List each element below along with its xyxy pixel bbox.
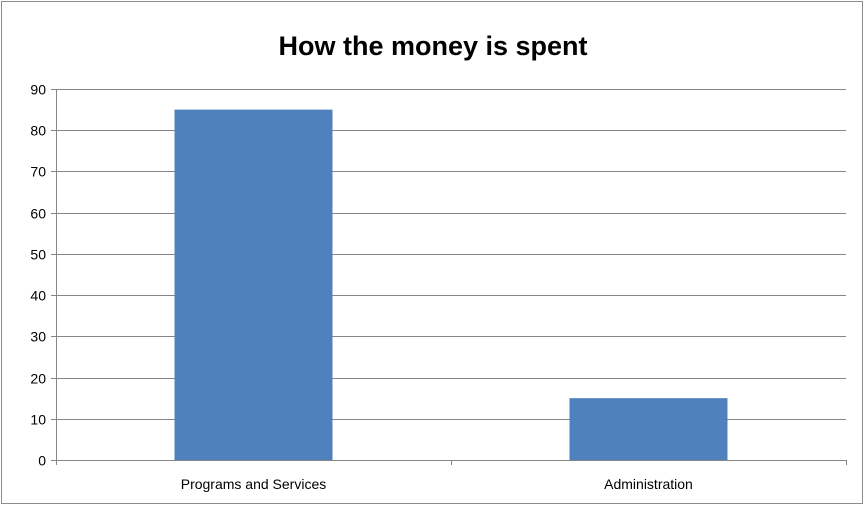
x-category-label: Programs and Services — [181, 476, 327, 492]
bar-administration — [569, 398, 728, 460]
chart-title: How the money is spent — [278, 31, 587, 61]
y-tick-label: 10 — [30, 412, 46, 428]
y-tick-label: 80 — [30, 123, 46, 139]
bar-programs-and-services — [174, 109, 333, 460]
y-tick-label: 0 — [38, 453, 46, 469]
y-tick-label: 60 — [30, 206, 46, 222]
y-tick-label: 90 — [30, 82, 46, 98]
axes — [51, 89, 847, 465]
y-tick-label: 70 — [30, 164, 46, 180]
y-tick-label: 40 — [30, 288, 46, 304]
y-tick-labels: 0 10 20 30 40 50 60 70 80 90 — [30, 82, 46, 469]
y-tick-label: 30 — [30, 329, 46, 345]
y-tick-label: 20 — [30, 371, 46, 387]
y-tick-label: 50 — [30, 247, 46, 263]
bars — [174, 109, 728, 460]
x-category-label: Administration — [604, 476, 693, 492]
x-category-labels: Programs and Services Administration — [181, 476, 693, 492]
